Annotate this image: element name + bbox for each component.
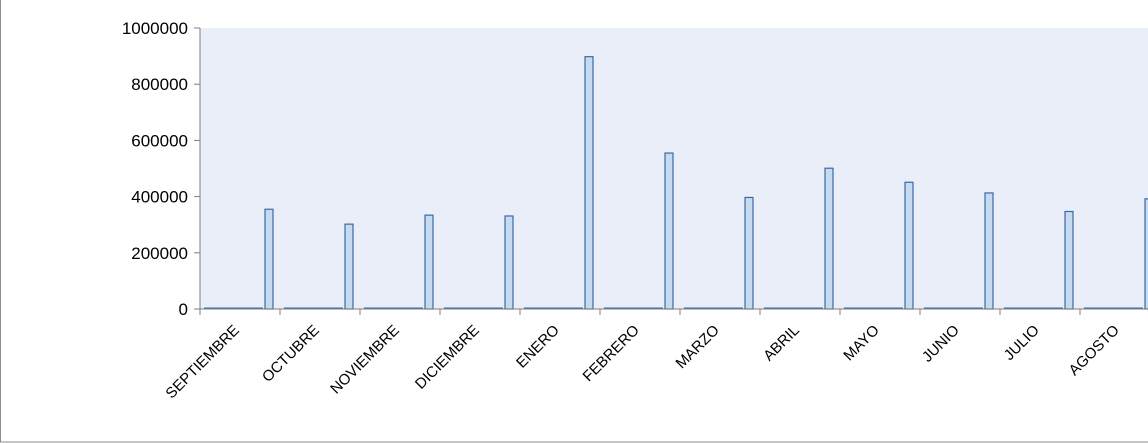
bar [1144, 198, 1148, 310]
plot-area [200, 28, 1148, 309]
y-tick-label: 0 [179, 300, 188, 319]
bar [424, 214, 434, 310]
bar [744, 196, 754, 310]
bar [584, 56, 594, 310]
bar [824, 167, 834, 310]
bar [344, 223, 354, 310]
bar [664, 152, 674, 310]
y-tick-label: 1000000 [122, 19, 188, 38]
bar [984, 192, 994, 310]
bar [264, 208, 274, 310]
bar [504, 215, 514, 310]
y-tick-label: 200000 [131, 244, 188, 263]
bar [1064, 210, 1074, 310]
bar [904, 181, 914, 310]
y-tick-label: 800000 [131, 75, 188, 94]
bar-series [204, 56, 1148, 310]
y-tick-label: 400000 [131, 188, 188, 207]
y-axis-ticks: 0 200000 400000 600000 800000 1000000 [122, 19, 200, 319]
y-tick-label: 600000 [131, 131, 188, 150]
